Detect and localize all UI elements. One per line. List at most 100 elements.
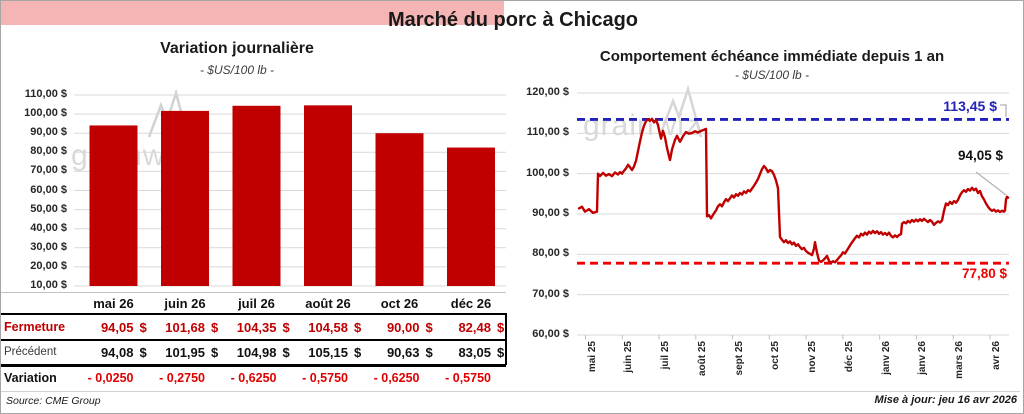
- table-cell: 94,05 $: [72, 315, 156, 339]
- table-header-rule: [1, 313, 506, 315]
- table-cell: - 0,0250: [72, 366, 156, 390]
- line-chart-ytick: 110,00 $: [526, 126, 569, 139]
- cell-currency: $: [425, 345, 433, 360]
- table-column-header: oct 26: [380, 296, 419, 311]
- table-cell: 83,05 $: [429, 340, 513, 365]
- cell-value: 104,58: [308, 319, 348, 335]
- cell-value: - 0,5750: [445, 371, 491, 385]
- line-chart-ytick: 70,00 $: [532, 287, 569, 300]
- table-cell: 90,00 $: [358, 315, 442, 339]
- table-cell: 90,63 $: [358, 340, 442, 365]
- bar-chart-ytick: 80,00 $: [30, 145, 67, 158]
- cell-value: - 0,6250: [230, 371, 277, 385]
- bar-chart-ytick: 70,00 $: [30, 164, 67, 177]
- table-column-header: déc 26: [450, 296, 492, 311]
- cell-currency: $: [211, 345, 219, 360]
- cell-value: - 0,6250: [373, 371, 420, 385]
- line-chart-ytick: 80,00 $: [532, 247, 569, 260]
- table-cell: - 0,6250: [358, 366, 442, 390]
- cell-currency: $: [497, 319, 505, 335]
- table-cell: 101,95 $: [143, 340, 227, 365]
- table-column-header: mai 26: [93, 296, 134, 311]
- high-line-label: 113,45 $: [943, 98, 997, 114]
- bar-mai-26: [89, 125, 138, 286]
- watermark-zigzag-icon: [659, 84, 703, 138]
- table-row-label: Variation: [4, 371, 57, 385]
- cell-value: 82,48: [458, 319, 491, 335]
- cell-value: - 0,5750: [302, 371, 348, 385]
- bar-chart-subtitle: - $US/100 lb -: [199, 63, 275, 77]
- bar-chart-ytick: 110,00 $: [24, 88, 67, 100]
- high-label-leader: [1000, 104, 1007, 117]
- cell-currency: $: [425, 319, 433, 335]
- low-line-label: 77,80 $: [961, 266, 1007, 281]
- line-chart-xlabel: juin 25: [623, 341, 635, 373]
- cell-currency: $: [282, 319, 290, 335]
- line-chart-ytick: 90,00 $: [532, 206, 569, 219]
- bar-oct-26: [375, 133, 424, 286]
- line-chart-xlabel: avr 26: [991, 341, 1002, 370]
- line-chart-ytick: 60,00 $: [532, 327, 569, 340]
- cell-currency: $: [139, 319, 147, 335]
- table-right-rule: [505, 313, 507, 365]
- cell-value: 104,98: [236, 345, 277, 360]
- bar-chart-ytick: 30,00 $: [30, 240, 67, 253]
- line-chart-subtitle: - $US/100 lb -: [734, 68, 810, 82]
- close-row-highlight: [1, 1, 504, 25]
- cell-currency: $: [354, 345, 362, 360]
- line-chart-xlabel: mars 26: [954, 341, 966, 379]
- table-cell: 104,98 $: [215, 340, 299, 365]
- line-chart-ytick: 120,00 $: [526, 86, 569, 98]
- cell-value: 83,05: [458, 345, 491, 360]
- table-column-header: juil 26: [238, 296, 275, 311]
- line-chart-xlabel: sept 25: [733, 341, 745, 376]
- table-column-header: juin 26: [164, 296, 206, 311]
- price-line: [577, 117, 1010, 265]
- cell-currency: $: [211, 319, 219, 335]
- table-cell: - 0,5750: [286, 366, 370, 390]
- cell-value: 101,68: [165, 319, 205, 335]
- table-row-label: Précédent: [4, 346, 57, 358]
- bar-juil-26: [232, 105, 281, 286]
- table-cell: 94,08 $: [72, 340, 156, 365]
- cell-currency: $: [139, 345, 147, 360]
- line-chart-xlabel: janv 26: [917, 341, 929, 375]
- cell-value: 94,08: [100, 345, 134, 360]
- table-cell: 104,58 $: [286, 315, 370, 339]
- line-chart-plot: [577, 92, 1010, 340]
- line-chart-xlabel: mai 25: [586, 341, 598, 373]
- bar-chart-plot: [74, 94, 506, 287]
- table-cell: 104,35 $: [215, 315, 299, 339]
- line-chart-xlabel: juil 25: [660, 341, 671, 370]
- table-cell: - 0,2750: [143, 366, 227, 390]
- bar-chart-ytick: 10,00 $: [30, 279, 67, 291]
- line-chart-title: Comportement échéance immédiate depuis 1…: [599, 48, 945, 65]
- cell-value: - 0,0250: [87, 371, 134, 385]
- table-row-label: Fermeture: [4, 320, 66, 334]
- bar-juin-26: [161, 110, 209, 286]
- line-chart-xlabel: déc 25: [843, 341, 855, 373]
- table-cell: - 0,6250: [215, 366, 299, 390]
- cell-currency: $: [282, 345, 290, 360]
- bar-chart-ytick: 40,00 $: [30, 221, 67, 234]
- table-close-rule: [1, 339, 506, 341]
- bar-chart-ytick: 20,00 $: [30, 259, 67, 272]
- bottom-rule: [1, 391, 1020, 392]
- bar-chart-ytick: 90,00 $: [30, 126, 67, 139]
- table-cell: 101,68 $: [143, 315, 227, 339]
- line-chart-xlabel: janv 26: [880, 341, 892, 375]
- updated-note: Mise à jour: jeu 16 avr 2026: [874, 394, 1017, 406]
- cell-value: 104,35: [236, 319, 277, 335]
- last-label-leader: [975, 171, 1007, 196]
- line-chart-xlabel: août 25: [696, 341, 708, 377]
- line-chart-xlabel: oct 25: [770, 341, 782, 370]
- bar-août-26: [304, 105, 352, 286]
- source-note: Source: CME Group: [6, 395, 101, 407]
- table-previous-rule: [1, 364, 506, 367]
- cell-value: 105,15: [308, 345, 348, 360]
- bar-chart-ytick: 100,00 $: [24, 107, 67, 120]
- cell-currency: $: [354, 319, 362, 335]
- table-cell: 105,15 $: [286, 340, 370, 365]
- page-title: Marché du porc à Chicago: [387, 9, 639, 31]
